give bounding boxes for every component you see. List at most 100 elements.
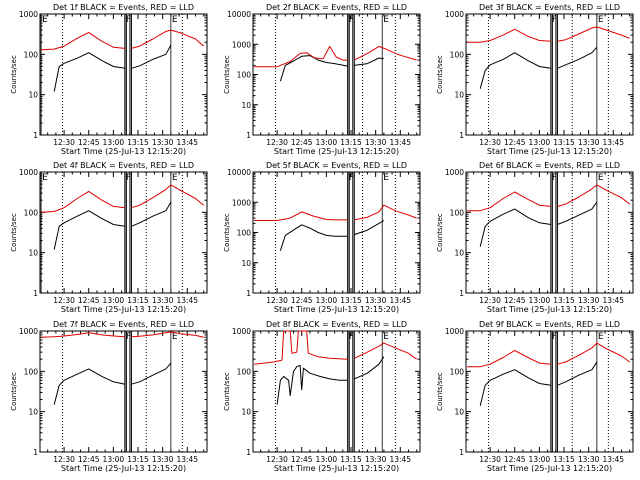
x-tick-label: 13:00 [529,138,551,147]
y-tick-label: 1 [459,289,464,298]
y-axis-label: Counts/sec [10,55,18,94]
x-tick-label: 12:45 [504,138,526,147]
x-tick-label: 13:15 [553,455,575,464]
series-lld-line [131,184,205,209]
series-events-line [557,201,598,225]
y-tick-label: 1 [33,131,38,140]
series-events-line [479,52,551,89]
x-tick-label: 12:45 [291,138,313,147]
y-tick-label: 100 [237,229,252,238]
panel-det-5: Det 5f BLACK = Events, RED = LLD 1 10 100 10… [223,161,421,314]
panel-title: Det 9f BLACK = Events, RED = LLD [479,320,620,329]
panel-title: Det 7f BLACK = Events, RED = LLD [53,320,194,329]
series-lld-line [41,190,125,213]
y-tick-label: 1000 [19,168,38,177]
x-tick-label: 13:30 [365,455,387,464]
marker-label: F [552,173,557,183]
x-tick-label: 13:45 [602,296,624,305]
marker-label: E [172,173,178,183]
series-events-line [557,361,598,386]
series-lld-line [557,184,631,207]
panel-title: Det 5f BLACK = Events, RED = LLD [266,161,407,170]
marker-label: E [383,332,389,342]
x-tick-label: 12:45 [504,455,526,464]
marker-label: F [349,332,354,342]
panel-det-4: Det 4f BLACK = Events, RED = LLD 1 10 100 10… [10,161,208,314]
y-tick-label: 10 [28,249,38,258]
series-lld-line [467,28,551,43]
marker-label: E [383,15,389,25]
y-tick-label: 1 [459,131,464,140]
x-tick-label: 13:15 [553,296,575,305]
series-events-line [131,201,172,227]
series-events-line [131,44,172,69]
x-tick-label: 12:30 [53,138,75,147]
x-tick-label: 13:45 [602,455,624,464]
panel-title: Det 3f BLACK = Events, RED = LLD [479,3,620,12]
marker-label: E [172,332,178,342]
series-lld-line [467,349,551,368]
y-tick-label: 1000 [19,10,38,19]
y-axis-label: Counts/sec [10,213,18,252]
plot-frame [39,13,208,136]
x-tick-label: 12:45 [291,455,313,464]
series-lld-line [354,204,417,221]
x-tick-label: 13:00 [316,296,338,305]
series-lld-line [131,29,205,49]
series-lld-line [131,331,204,338]
y-tick-label: 100 [450,208,465,217]
x-tick-label: 13:30 [152,138,174,147]
x-tick-label: 13:45 [602,138,624,147]
series-events-line [53,210,125,250]
series-events-line [479,369,551,406]
y-tick-label: 10 [454,408,464,417]
y-tick-label: 1000 [232,198,251,207]
marker-label: E [172,15,178,25]
x-tick-label: 13:30 [152,455,174,464]
series-events-line [279,224,348,251]
series-events-line [53,368,126,405]
x-axis-label: Start Time (25-Jul-13 12:15:20) [274,464,399,473]
y-tick-label: 100 [237,71,252,80]
plot-frame [465,13,634,136]
y-tick-label: 1000 [445,168,464,177]
x-tick-label: 12:45 [78,138,100,147]
x-tick-label: 13:45 [176,455,198,464]
y-tick-label: 1 [246,131,251,140]
x-tick-label: 13:15 [553,138,575,147]
x-tick-label: 12:30 [53,296,75,305]
marker-label: E [598,332,604,342]
series-events-line [557,46,598,69]
x-tick-label: 12:30 [479,296,501,305]
y-axis-label: Counts/sec [223,372,231,411]
x-tick-label: 13:15 [127,455,149,464]
x-tick-label: 12:30 [266,296,288,305]
y-tick-label: 100 [450,367,465,376]
plot-frame [252,330,421,453]
x-tick-label: 13:30 [578,296,600,305]
y-tick-label: 1000 [232,327,251,336]
series-events-line [354,220,385,236]
x-tick-label: 13:00 [316,138,338,147]
series-lld-line [557,342,630,365]
marker-label: F [126,332,131,342]
y-tick-label: 10000 [227,168,251,177]
marker-label: E [598,173,604,183]
x-axis-label: Start Time (25-Jul-13 12:15:20) [61,464,186,473]
series-events-line [279,55,348,82]
y-tick-label: 1000 [445,10,464,19]
x-axis-label: Start Time (25-Jul-13 12:15:20) [61,305,186,314]
marker-label: F [349,173,354,183]
series-lld-line [41,332,125,338]
x-tick-label: 13:00 [103,455,125,464]
x-axis-label: Start Time (25-Jul-13 12:15:20) [274,147,399,156]
y-tick-label: 1 [459,448,464,457]
panel-det-7: Det 7f BLACK = Events, RED = LLD 1 10 100 10… [10,320,208,473]
x-tick-label: 12:30 [479,138,501,147]
y-tick-label: 1000 [445,327,464,336]
series-lld-line [254,45,348,68]
x-tick-label: 13:00 [103,138,125,147]
y-tick-label: 100 [237,367,252,376]
panel-det-2: Det 2f BLACK = Events, RED = LLD 1 10 100 10… [223,3,421,156]
